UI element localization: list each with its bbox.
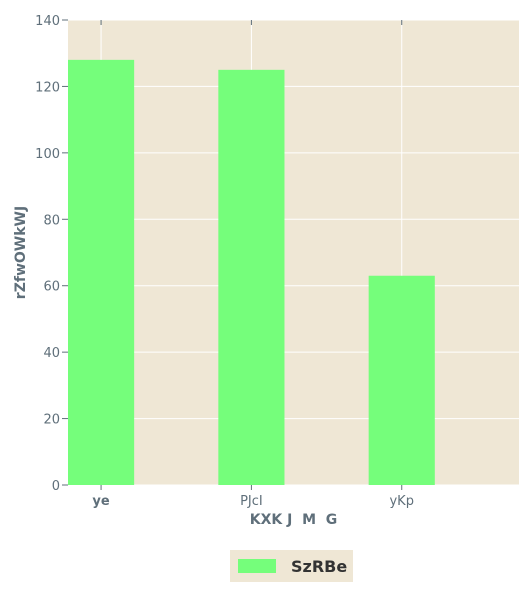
bar [218,69,285,486]
x-tick-label: yKp [389,494,413,509]
y-axis-label: rZfwOWkWJ [13,206,29,299]
x-axis-ticks: ye PJcI yKp [92,20,414,509]
plot-area [68,20,519,485]
y-tick-label: 0 [52,479,60,494]
y-tick-label: 20 [43,413,60,428]
y-tick-label: 40 [43,346,60,361]
bars [68,59,435,486]
x-tick-label: PJcI [240,494,263,509]
x-axis-label: KXK J M G [250,512,338,528]
legend-entry: SzRBe [291,557,347,576]
y-tick-label: 80 [43,213,60,228]
x-tick-label: ye [92,494,109,509]
bar [68,59,135,485]
legend-swatch [238,559,276,573]
y-tick-label: 120 [35,80,60,95]
y-tick-label: 100 [35,147,60,162]
y-axis-ticks: 0 20 40 60 80 100 120 140 [35,14,68,494]
bar [368,275,435,485]
y-tick-label: 60 [43,280,60,295]
legend: SzRBe [230,550,353,582]
y-tick-label: 140 [35,14,60,29]
